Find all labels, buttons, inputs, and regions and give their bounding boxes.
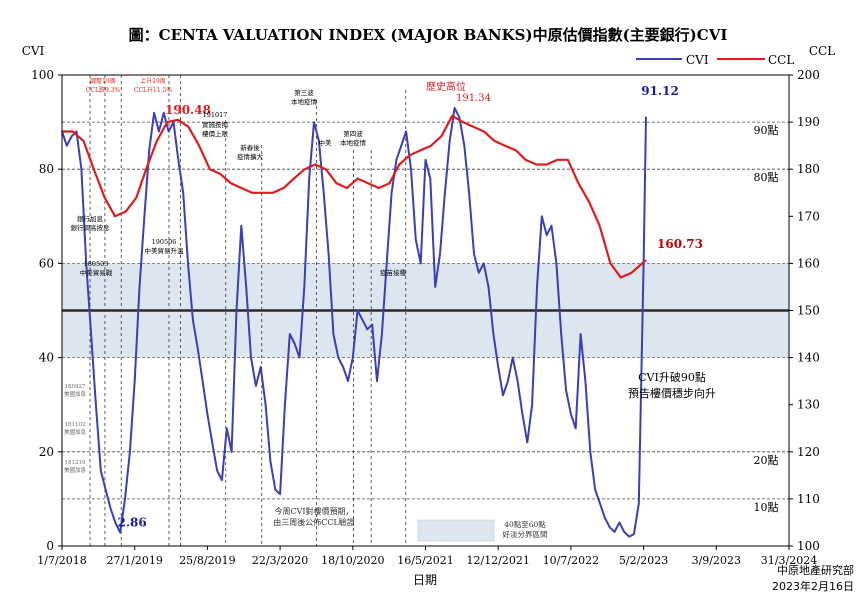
y-left-tick-label: 60	[39, 256, 54, 270]
band-legend-swatch	[417, 519, 495, 542]
annotation-rise-19w: 上升19周	[140, 77, 166, 85]
annotation-cvi-breakout-1: CVI升破90點	[638, 370, 706, 384]
value-label: 160.73	[657, 237, 703, 251]
annotation-181102: 181102	[65, 422, 86, 428]
y-right-tick-label: 110	[797, 492, 820, 506]
annotation-third-wave-2: 本地疫情	[291, 97, 318, 106]
band-legend-label-2: 好淡分界區間	[503, 529, 548, 539]
x-tick-label: 3/9/2023	[692, 554, 741, 567]
annotation-fourth-wave-1: 第四波	[343, 129, 363, 138]
annotation-fourth-wave-2: 本地疫情	[340, 138, 367, 147]
y-right-tick-label: 100	[797, 539, 820, 553]
ref-line-label-90: 90點	[754, 124, 779, 137]
annotation-lag-note-1: 今周CVI對樓價預期，	[274, 506, 353, 516]
x-tick-label: 18/10/2020	[321, 554, 384, 567]
y-right-tick-label: 200	[797, 68, 820, 82]
series-line-ccl	[62, 114, 647, 279]
value-label: 91.12	[641, 84, 679, 98]
annotation-lunar-2: 疫情擴大	[237, 152, 264, 161]
ref-line-label-10: 10點	[754, 501, 779, 514]
annotation-trade-heat: 中美貿易升溫	[145, 246, 185, 255]
x-tick-label: 12/12/2021	[466, 554, 529, 567]
x-tick-label: 31/3/2024	[761, 554, 817, 567]
annotation-bank-mortgage: 銀行調高按息	[71, 223, 111, 232]
right-axis-title: CCL	[809, 44, 835, 58]
neutral-band-layer	[62, 262, 789, 359]
y-right-tick-label: 140	[797, 351, 820, 365]
legend-cvi-label: CVI	[686, 53, 709, 67]
x-tick-label: 1/7/2018	[37, 554, 86, 567]
annotation-history-high: 歷史高位	[426, 80, 466, 93]
annotation-180927-hike: 美國加息	[64, 390, 87, 398]
value-labels-layer: 2.86 91.12 190.48 160.73	[118, 84, 703, 530]
x-tick-label: 5/2/2023	[619, 554, 668, 567]
left-axis-title: CVI	[22, 44, 45, 58]
annotation-vaccine: 疫苗接種	[380, 268, 407, 277]
ref-line-label-80: 80點	[754, 171, 779, 184]
y-right-tick-label: 160	[797, 256, 820, 270]
annotation-bank-hike: 銀行加息	[77, 214, 104, 223]
annotation-lag-note-2: 由三周後公佈CCL驗證	[273, 517, 355, 527]
legend: CVI CCL	[636, 53, 794, 67]
annotation-191017: 191017	[203, 111, 228, 119]
value-label: 2.86	[118, 516, 147, 530]
annotation-mortgage-2: 樓價上限	[202, 129, 229, 138]
x-tick-label: 27/1/2019	[106, 554, 162, 567]
x-tick-label: 22/3/2020	[252, 554, 308, 567]
y-right-tick-label: 120	[797, 445, 820, 459]
ref-line-label-20: 20點	[754, 454, 779, 467]
band-legend-label-1: 40點至60點	[504, 519, 546, 529]
y-left-tick-label: 40	[39, 351, 54, 365]
annotation-181219: 181219	[65, 460, 86, 466]
annotation-181219-hike: 美國加息	[64, 466, 87, 474]
x-tick-label: 16/5/2021	[397, 554, 453, 567]
series-layer	[61, 107, 647, 538]
annotation-ccl-down: CCL跌9.3%	[86, 86, 121, 94]
y-left-tick-label: 80	[39, 162, 54, 176]
x-axis-ticks: 1/7/2018 27/1/2019 25/8/2019 22/3/2020 18/10…	[37, 546, 817, 567]
annotation-180927: 180927	[65, 384, 86, 390]
annotation-180503: 180503	[84, 260, 109, 268]
annotation-ccl-up: CCL升11.5%	[134, 86, 173, 94]
y-right-tick-label: 130	[797, 398, 820, 412]
event-lines-layer	[89, 75, 407, 546]
x-tick-label: 10/7/2022	[543, 554, 599, 567]
y-right-tick-label: 170	[797, 209, 820, 223]
annotation-sino-us: 中美	[319, 138, 333, 147]
x-tick-label: 25/8/2019	[179, 554, 235, 567]
chart-title: 圖：CENTA VALUATION INDEX (MAJOR BANKS)中原估…	[129, 26, 728, 44]
annotation-history-high-value: 191.34	[456, 93, 491, 104]
right-axis-ticks: 100 110 120 130 140 150 160 170 180 190 200	[789, 68, 820, 553]
y-right-tick-label: 180	[797, 162, 820, 176]
y-left-tick-label: 20	[39, 445, 54, 459]
x-axis-title: 日期	[413, 573, 437, 587]
value-label: 190.48	[165, 103, 211, 117]
y-right-tick-label: 150	[797, 304, 820, 318]
source-label: 中原地產研究部	[777, 563, 854, 577]
series-line-cvi	[61, 107, 647, 538]
annotation-cvi-breakout-2: 預告樓價穩步向升	[628, 386, 716, 400]
annotation-lunar-1: 新春後	[240, 143, 260, 152]
annotation-mortgage-1: 實施按揭	[202, 120, 229, 129]
annotation-third-wave-1: 第三波	[294, 88, 314, 97]
date-label: 2023年2月16日	[772, 579, 854, 593]
annotation-adjust-19w: 調整19周	[90, 77, 116, 85]
annotation-181102-hike: 美國加息	[64, 428, 87, 436]
annotations: 歷史高位 191.34 CVI升破90點 預告樓價穩步向升 今周CVI對樓價預期…	[64, 77, 716, 542]
legend-ccl-label: CCL	[768, 53, 794, 67]
annotation-190506: 190506	[152, 238, 177, 246]
left-axis-ticks: 0 20 40 60 80 100	[31, 68, 62, 553]
y-left-tick-label: 0	[46, 539, 54, 553]
annotation-trade-war: 中美貿易戰	[80, 268, 113, 277]
y-right-tick-label: 190	[797, 115, 820, 129]
y-left-tick-label: 100	[31, 68, 54, 82]
